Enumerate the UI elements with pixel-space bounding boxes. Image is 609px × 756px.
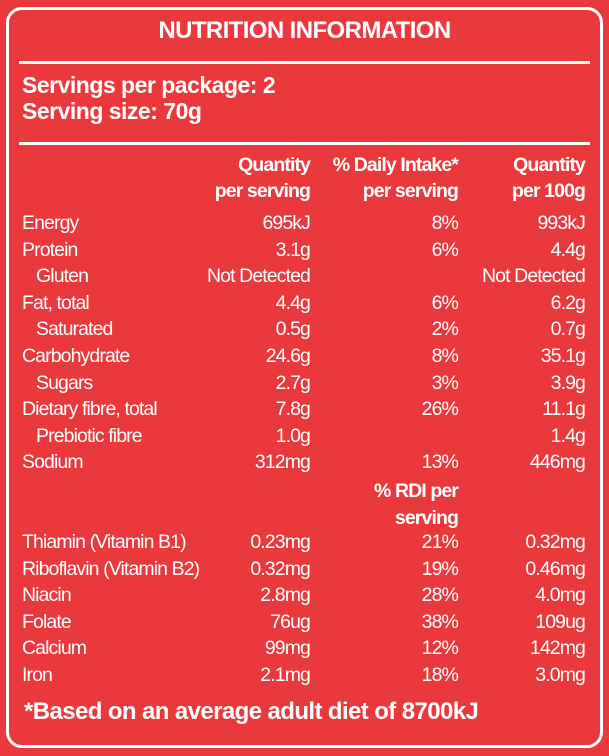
per-100g-value: 35.1g	[540, 344, 586, 367]
percent-value: 38%	[421, 610, 459, 633]
table-row: Prebiotic fibre 1.0g 1.4g	[0, 423, 609, 450]
header-quantity-per-serving: Quantity per serving	[214, 152, 311, 204]
divider	[19, 142, 590, 145]
per-serving-value: 99mg	[264, 637, 311, 660]
nutrient-name: Sugars	[36, 371, 93, 394]
per-100g-value: 3.0mg	[535, 663, 586, 686]
header-line: Quantity	[238, 154, 311, 176]
per-serving-value: 0.23mg	[250, 531, 311, 553]
percent-value: 13%	[421, 451, 459, 474]
per-serving-value: 695kJ	[262, 212, 310, 234]
header-line: Quantity	[513, 154, 586, 176]
per-100g-value: 1.4g	[550, 424, 586, 447]
per-100g-value: 993kJ	[537, 212, 585, 234]
label-title: NUTRITION INFORMATION	[158, 17, 451, 44]
percent-value: 12%	[421, 637, 459, 660]
percent-value: 28%	[421, 584, 459, 607]
nutrient-name: Folate	[22, 610, 72, 633]
per-serving-value: 24.6g	[265, 344, 311, 367]
percent-value: 18%	[421, 663, 459, 686]
percent-value: 21%	[421, 531, 459, 553]
per-serving-value: 2.1mg	[260, 663, 311, 686]
nutrient-name: Riboflavin (Vitamin B2)	[22, 557, 200, 580]
per-serving-value: 3.1g	[275, 238, 311, 261]
per-100g-value: Not Detected	[481, 265, 586, 288]
table-row: Carbohydrate 24.6g 8% 35.1g	[0, 343, 609, 370]
per-100g-value: 4.0mg	[535, 584, 586, 607]
table-row: Thiamin (Vitamin B1) 0.23mg 21% 0.32mg	[0, 529, 609, 556]
nutrient-name: Gluten	[36, 265, 89, 288]
per-100g-value: 0.46mg	[525, 557, 586, 580]
table-row: Riboflavin (Vitamin B2) 0.32mg 19% 0.46mg	[0, 556, 609, 583]
per-serving-value: 1.0g	[275, 424, 311, 447]
percent-value: 6%	[431, 238, 459, 261]
table-row: Fat, total 4.4g 6% 6.2g	[0, 290, 609, 317]
header-quantity-per-100g: Quantity per 100g	[511, 152, 586, 204]
percent-value: 8%	[431, 212, 459, 234]
header-line: per 100g	[511, 180, 586, 202]
percent-value: 3%	[431, 371, 459, 394]
table-row: Sodium 312mg 13% 446mg	[0, 449, 609, 476]
per-serving-value: Not Detected	[206, 265, 311, 288]
per-serving-value: 312mg	[254, 451, 311, 474]
per-100g-value: 446mg	[529, 451, 586, 474]
per-100g-value: 0.7g	[550, 318, 586, 341]
per-100g-value: 109ug	[535, 610, 586, 633]
per-100g-value: 4.4g	[550, 238, 586, 261]
nutrient-table: Energy 695kJ 8% 993kJ Protein 3.1g 6% 4.4g Glute…	[0, 210, 609, 476]
nutrient-name: Sodium	[22, 451, 84, 474]
nutrient-name: Protein	[22, 238, 78, 261]
nutrient-name: Niacin	[22, 584, 72, 607]
table-row: Gluten Not Detected Not Detected	[0, 263, 609, 290]
nutrient-name: Prebiotic fibre	[36, 424, 143, 447]
label-border	[6, 7, 603, 748]
per-100g-value: 142mg	[529, 637, 586, 660]
header-line: per serving	[214, 180, 311, 202]
header-daily-intake: % Daily Intake* per serving	[332, 152, 459, 204]
per-serving-value: 76ug	[270, 610, 311, 633]
per-100g-value: 3.9g	[550, 371, 586, 394]
per-100g-value: 6.2g	[550, 291, 586, 314]
per-serving-value: 2.7g	[275, 371, 311, 394]
nutrient-name: Saturated	[36, 318, 113, 341]
footnote: *Based on an average adult diet of 8700k…	[24, 698, 479, 725]
nutrient-name: Fat, total	[22, 291, 90, 314]
rdi-header-line: % RDI per	[373, 480, 459, 502]
rdi-header: % RDI per serving	[373, 478, 459, 531]
per-serving-value: 0.32mg	[250, 557, 311, 580]
table-row: Iron 2.1mg 18% 3.0mg	[0, 662, 609, 689]
per-100g-value: 0.32mg	[525, 531, 586, 553]
table-row: Protein 3.1g 6% 4.4g	[0, 237, 609, 264]
per-serving-value: 0.5g	[275, 318, 311, 341]
percent-value: 19%	[421, 557, 459, 580]
table-row: Folate 76ug 38% 109ug	[0, 609, 609, 636]
per-serving-value: 2.8mg	[260, 584, 311, 607]
table-row: Dietary fibre, total 7.8g 26% 11.1g	[0, 396, 609, 423]
table-row: Sugars 2.7g 3% 3.9g	[0, 370, 609, 397]
header-line: per serving	[362, 180, 459, 202]
divider	[19, 61, 590, 64]
per-serving-value: 4.4g	[275, 291, 311, 314]
nutrient-name: Calcium	[22, 637, 87, 660]
table-row: Saturated 0.5g 2% 0.7g	[0, 316, 609, 343]
nutrient-name: Dietary fibre, total	[22, 398, 158, 421]
servings-per-package: Servings per package: 2	[22, 72, 276, 98]
table-row: Energy 695kJ 8% 993kJ	[0, 210, 609, 237]
rdi-header-line: serving	[394, 506, 459, 529]
percent-value: 8%	[431, 344, 459, 367]
header-line: % Daily Intake*	[332, 154, 459, 176]
per-serving-value: 7.8g	[275, 398, 311, 421]
per-100g-value: 11.1g	[542, 398, 586, 421]
serving-size: Serving size: 70g	[22, 98, 202, 124]
percent-value: 2%	[431, 318, 459, 341]
table-row: Niacin 2.8mg 28% 4.0mg	[0, 582, 609, 609]
nutrient-name: Energy	[22, 212, 79, 234]
table-row: Calcium 99mg 12% 142mg	[0, 635, 609, 662]
percent-value: 26%	[421, 398, 459, 421]
nutrient-name: Carbohydrate	[22, 344, 130, 367]
nutrient-name: Thiamin (Vitamin B1)	[22, 531, 187, 553]
percent-value: 6%	[431, 291, 459, 314]
nutrient-name: Iron	[22, 663, 53, 686]
vitamin-table: Thiamin (Vitamin B1) 0.23mg 21% 0.32mg Ribof…	[0, 529, 609, 689]
